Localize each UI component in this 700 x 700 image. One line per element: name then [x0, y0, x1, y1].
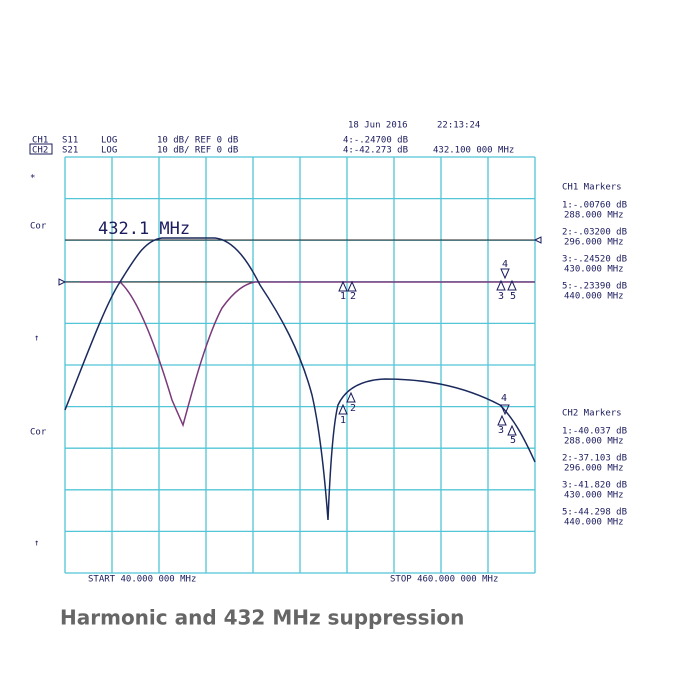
- marker-label: 4: [502, 259, 508, 270]
- format: LOG: [101, 136, 117, 146]
- markers: [338, 268, 517, 436]
- marker-label: 2: [350, 403, 356, 414]
- left-label: *: [30, 174, 35, 184]
- param: S21: [62, 146, 78, 156]
- marker-freq: 430.000 MHz: [564, 491, 624, 501]
- ref-arrow: [533, 236, 542, 244]
- marker-freq: 440.000 MHz: [564, 292, 624, 302]
- annotation: 432.1 MHz: [98, 219, 190, 239]
- marker: [500, 268, 510, 280]
- marker: [500, 404, 510, 416]
- marker-readout: 4:-.24700 dB: [343, 136, 408, 146]
- channel: CH1: [32, 136, 48, 146]
- marker-value: 1:-.00760 dB: [562, 201, 627, 211]
- marker-label: 2: [350, 291, 356, 302]
- format: LOG: [101, 146, 117, 156]
- left-label: ↑: [34, 334, 39, 344]
- marker-value: 2:-37.103 dB: [562, 454, 627, 464]
- marker-value: 5:-.23390 dB: [562, 282, 627, 292]
- marker: [497, 414, 507, 426]
- marker-freq: 296.000 MHz: [564, 464, 624, 474]
- ref-arrow: [58, 278, 67, 286]
- active-channel-box: [29, 143, 53, 155]
- marker-freq: 288.000 MHz: [564, 211, 624, 221]
- marker: [507, 424, 517, 436]
- marker-label: 3: [498, 291, 504, 302]
- marker-freq: 440.000 MHz: [564, 518, 624, 528]
- marker: [338, 280, 348, 292]
- s21-trace: [64, 237, 536, 521]
- marker: [338, 403, 348, 415]
- marker-value: 1:-40.037 dB: [562, 427, 627, 437]
- marker-label: 3: [498, 425, 504, 436]
- marker: [507, 279, 517, 291]
- marker-value: 3:-41.820 dB: [562, 481, 627, 491]
- marker-label: 1: [340, 291, 346, 302]
- scale: 10 dB/ REF 0 dB: [157, 136, 238, 146]
- marker: [496, 279, 506, 291]
- stop-freq: STOP 460.000 000 MHz: [390, 575, 498, 585]
- marker-freq: 432.100 000 MHz: [433, 146, 514, 156]
- marker-value: 3:-.24520 dB: [562, 255, 627, 265]
- param: S11: [62, 136, 78, 146]
- caption: Harmonic and 432 MHz suppression: [60, 606, 464, 630]
- left-label: ↑: [34, 539, 39, 549]
- marker: [346, 391, 356, 403]
- panel-title: CH1 Markers: [562, 183, 622, 193]
- left-label: Cor: [30, 428, 47, 438]
- panel-title: CH2 Markers: [562, 409, 622, 419]
- marker: [347, 280, 357, 292]
- marker-label: 4: [501, 393, 507, 404]
- start-freq: START 40.000 000 MHz: [88, 575, 196, 585]
- marker-freq: 288.000 MHz: [564, 437, 624, 447]
- marker-value: 5:-44.298 dB: [562, 508, 627, 518]
- marker-label: 1: [340, 415, 346, 426]
- marker-freq: 430.000 MHz: [564, 265, 624, 275]
- channel: CH2: [32, 146, 48, 156]
- time: 22:13:24: [437, 121, 480, 131]
- scale: 10 dB/ REF 0 dB: [157, 146, 238, 156]
- marker-readout: 4:-42.273 dB: [343, 146, 408, 156]
- marker-label: 5: [510, 291, 516, 302]
- marker-label: 5: [510, 435, 516, 446]
- left-label: Cor: [30, 222, 47, 232]
- marker-value: 2:-.03200 dB: [562, 228, 627, 238]
- marker-freq: 296.000 MHz: [564, 238, 624, 248]
- date: 18 Jun 2016: [348, 121, 408, 131]
- s11-trace: [80, 281, 535, 428]
